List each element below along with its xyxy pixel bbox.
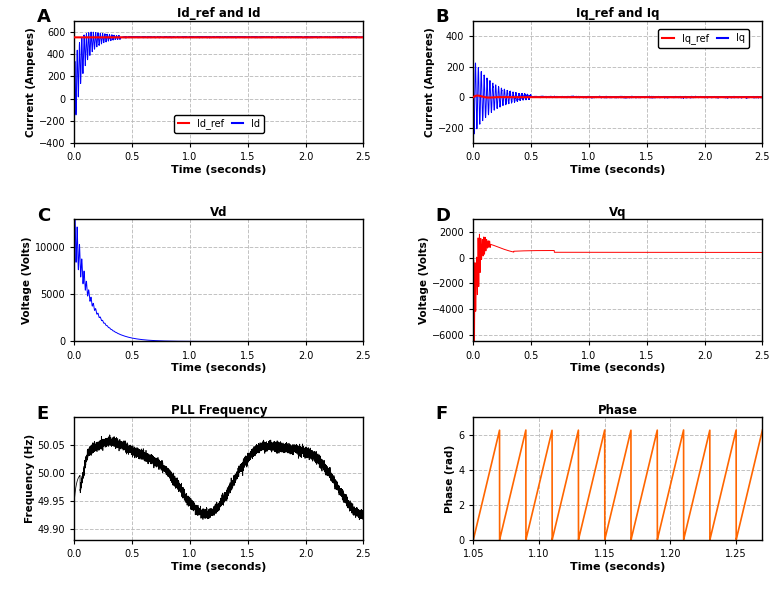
Text: A: A (37, 8, 51, 27)
Legend: Id_ref, Id: Id_ref, Id (174, 114, 264, 133)
Title: Phase: Phase (598, 404, 638, 417)
X-axis label: Time (seconds): Time (seconds) (570, 165, 665, 175)
Title: Vq: Vq (609, 205, 626, 218)
Title: Id_ref and Id: Id_ref and Id (177, 7, 260, 20)
X-axis label: Time (seconds): Time (seconds) (570, 363, 665, 373)
Text: C: C (37, 206, 50, 225)
Y-axis label: Frequency (Hz): Frequency (Hz) (25, 434, 34, 523)
Y-axis label: Voltage (Volts): Voltage (Volts) (418, 237, 429, 324)
Y-axis label: Current (Amperes): Current (Amperes) (425, 27, 435, 137)
Text: B: B (436, 8, 450, 27)
Y-axis label: Phase (rad): Phase (rad) (445, 444, 455, 513)
Y-axis label: Voltage (Volts): Voltage (Volts) (22, 237, 32, 324)
Title: Vd: Vd (210, 205, 228, 218)
Text: E: E (37, 405, 49, 423)
X-axis label: Time (seconds): Time (seconds) (171, 363, 267, 373)
X-axis label: Time (seconds): Time (seconds) (171, 562, 267, 572)
Y-axis label: Current (Amperes): Current (Amperes) (26, 27, 36, 137)
Title: PLL Frequency: PLL Frequency (170, 404, 267, 417)
X-axis label: Time (seconds): Time (seconds) (570, 562, 665, 572)
Text: F: F (436, 405, 448, 423)
X-axis label: Time (seconds): Time (seconds) (171, 165, 267, 175)
Title: Iq_ref and Iq: Iq_ref and Iq (576, 7, 660, 20)
Legend: Iq_ref, Iq: Iq_ref, Iq (658, 29, 749, 48)
Text: D: D (436, 206, 450, 225)
